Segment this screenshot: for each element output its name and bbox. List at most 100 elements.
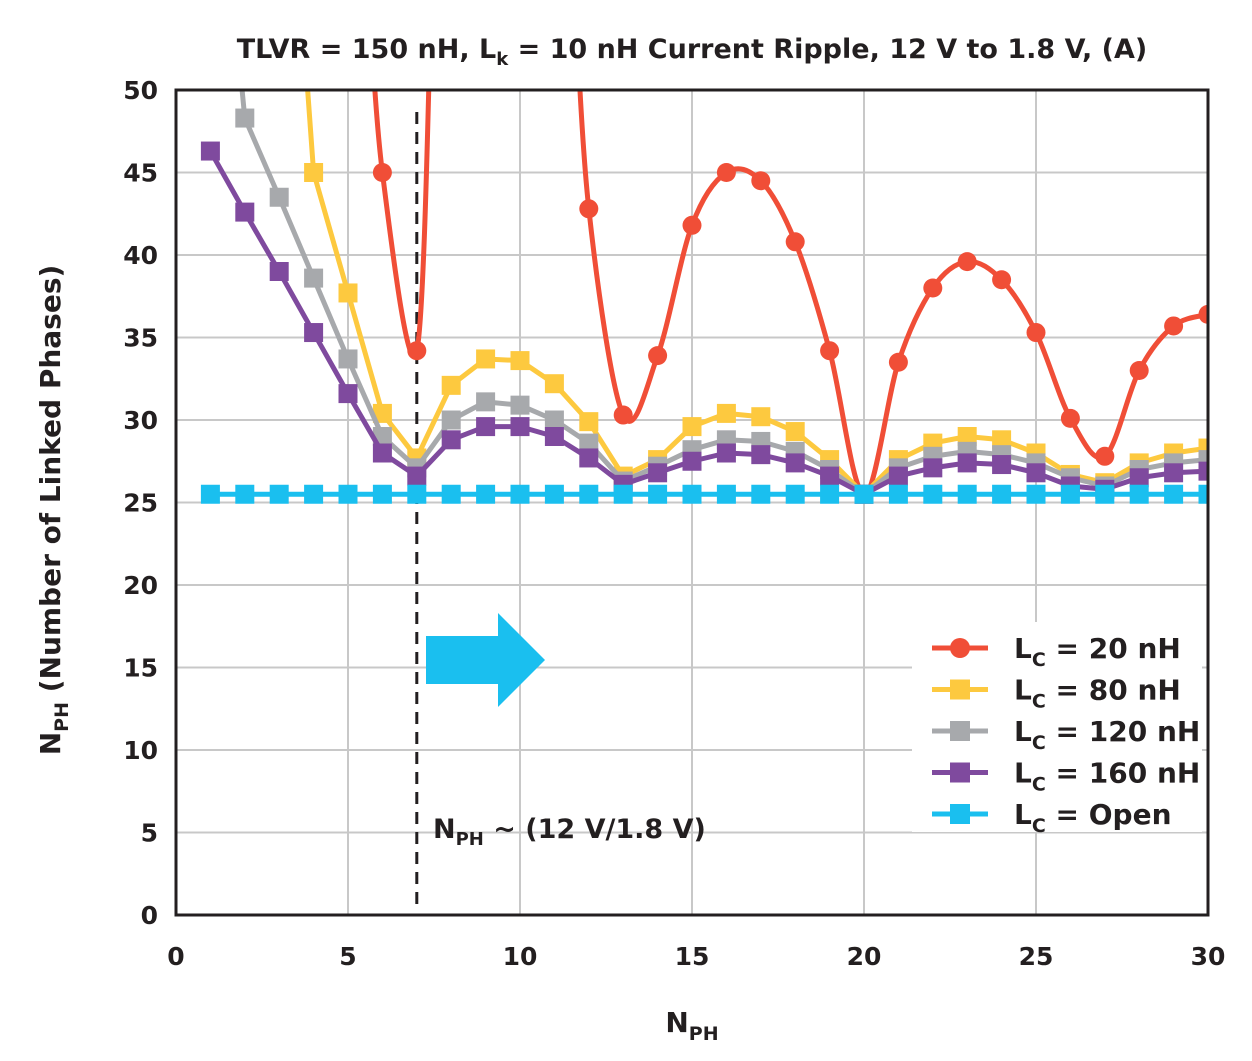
y-tick-label: 35 (123, 324, 158, 353)
data-point (957, 427, 977, 446)
legend-item: LC = 80 nH (932, 674, 1181, 713)
data-point (579, 412, 599, 432)
legend-item: LC = 20 nH (932, 632, 1181, 671)
data-point (407, 341, 427, 361)
data-point (820, 484, 840, 504)
data-point (820, 466, 840, 486)
data-point (1164, 463, 1184, 483)
data-point (338, 384, 358, 404)
data-point (1129, 361, 1149, 380)
data-point (1095, 446, 1115, 466)
x-tick-label: 30 (1191, 942, 1226, 971)
x-tick-label: 5 (339, 942, 356, 971)
data-point (304, 163, 324, 182)
data-point (579, 433, 599, 453)
data-point (476, 484, 496, 504)
data-point (338, 283, 358, 303)
series-group (200, 90, 1208, 504)
data-point (579, 448, 599, 468)
data-point (682, 451, 702, 471)
y-tick-label: 10 (123, 736, 158, 765)
data-point (957, 252, 977, 272)
data-point (785, 232, 805, 252)
data-point (613, 405, 633, 425)
data-point (441, 484, 461, 504)
data-point (1198, 484, 1208, 504)
data-point (510, 395, 530, 415)
data-point (544, 484, 564, 504)
data-point (648, 346, 668, 366)
data-point (1198, 304, 1208, 324)
y-tick-label: 20 (123, 571, 158, 600)
legend-marker (950, 762, 970, 783)
data-point (1026, 323, 1046, 343)
legend-item: LC = 160 nH (932, 757, 1200, 796)
data-point (269, 262, 289, 281)
data-point (441, 375, 461, 395)
legend-label: LC = 160 nH (1014, 757, 1200, 796)
arrow-right-icon (426, 613, 545, 707)
series-0 (372, 90, 1208, 504)
data-point (1129, 484, 1149, 504)
x-tick-label: 20 (847, 942, 882, 971)
data-point (269, 484, 289, 504)
data-point (372, 403, 392, 423)
data-point (372, 163, 392, 182)
data-point (992, 455, 1012, 475)
data-point (579, 199, 599, 219)
data-point (716, 163, 736, 182)
data-point (992, 430, 1012, 450)
legend-marker (950, 679, 970, 700)
x-tick-label: 10 (503, 942, 538, 971)
data-point (923, 278, 943, 298)
plot-frame (174, 88, 1210, 917)
legend-label: LC = Open (1014, 798, 1172, 837)
series-4 (200, 484, 1208, 504)
data-point (820, 341, 840, 361)
legend-marker (950, 804, 970, 824)
data-point (372, 443, 392, 463)
data-point (1060, 484, 1080, 504)
legend-label: LC = 120 nH (1014, 715, 1200, 754)
data-point (1198, 450, 1208, 470)
data-point (304, 268, 324, 288)
series-1 (304, 90, 1208, 504)
data-point (235, 484, 255, 504)
data-point (200, 484, 220, 504)
series-2 (235, 90, 1208, 504)
data-point (476, 392, 496, 412)
data-point (957, 484, 977, 504)
data-point (1095, 484, 1115, 504)
data-point (269, 187, 289, 207)
data-point (923, 458, 943, 478)
data-point (1026, 463, 1046, 483)
data-point (510, 351, 530, 371)
y-tick-label: 50 (123, 76, 158, 105)
data-point (923, 484, 943, 504)
data-point (992, 484, 1012, 504)
data-point (957, 453, 977, 473)
legend-item: LC = Open (932, 798, 1172, 837)
series-line (305, 90, 1208, 497)
data-point (785, 422, 805, 442)
data-point (1060, 408, 1080, 428)
data-point (751, 407, 771, 427)
data-point (510, 484, 530, 504)
data-point (716, 443, 736, 463)
y-tick-label: 30 (123, 406, 158, 435)
data-point (888, 352, 908, 372)
data-point (992, 270, 1012, 290)
data-point (338, 349, 358, 369)
y-tick-label: 0 (141, 901, 158, 930)
series-3 (200, 141, 1208, 504)
data-point (441, 410, 461, 430)
x-axis-label: NPH (665, 1006, 718, 1045)
data-point (200, 141, 220, 161)
y-axis-label: NPH (Number of Linked Phases) (34, 265, 73, 756)
legend-marker (950, 638, 970, 658)
data-point (613, 484, 633, 504)
data-point (407, 466, 427, 486)
data-point (682, 417, 702, 437)
y-tick-label: 45 (123, 159, 158, 188)
